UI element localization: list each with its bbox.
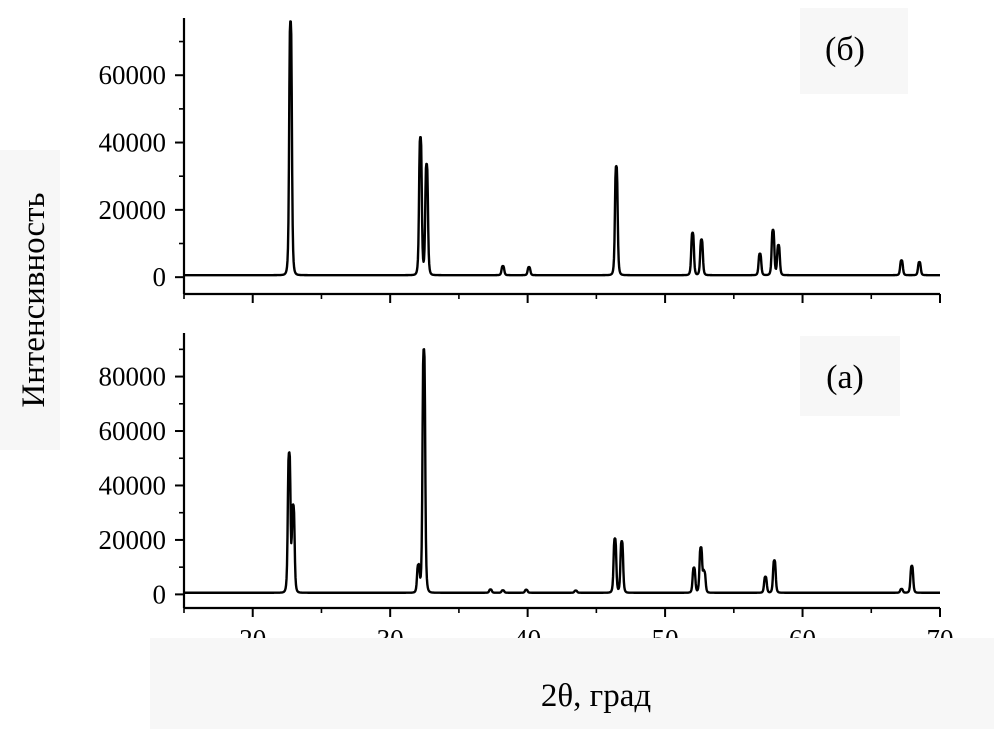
panel-b-y-tick-label: 0: [153, 262, 167, 292]
panel-a-series-line: [183, 348, 941, 594]
panel-a-y-tick-label: 20000: [99, 525, 167, 555]
panel-b-axes: [182, 18, 940, 296]
y-axis-title-box: [0, 150, 60, 450]
x-axis-title-box: [150, 638, 994, 729]
panel-b-y-tick-label: 60000: [99, 60, 167, 90]
panel-b-label-box: [800, 8, 908, 94]
panel-a-label-box: [800, 336, 900, 416]
panel-a-y-tick-label: 40000: [99, 470, 167, 500]
x-axis-title: 2θ, град: [541, 678, 651, 714]
y-axis-title: Интенсивность: [16, 192, 52, 407]
panel-a-axes: [182, 333, 940, 610]
panel-a-y-tick-label: 80000: [99, 362, 167, 392]
panel-a-y-tick-label: 60000: [99, 416, 167, 446]
panel-b-ticks: 0 20000 40000 60000: [99, 40, 941, 303]
panel-b-series-line: [183, 20, 941, 277]
panel-b-y-tick-label: 40000: [99, 128, 167, 158]
panel-a: (а) 020000400006000080000203040506070: [99, 333, 954, 654]
panel-b-label: (б): [825, 31, 865, 68]
panel-a-label: (а): [826, 359, 864, 396]
panel-b: (б) 0 20000 40000 60000: [99, 8, 941, 303]
panel-b-y-tick-label: 20000: [99, 195, 167, 225]
panel-a-y-tick-label: 0: [153, 579, 167, 609]
